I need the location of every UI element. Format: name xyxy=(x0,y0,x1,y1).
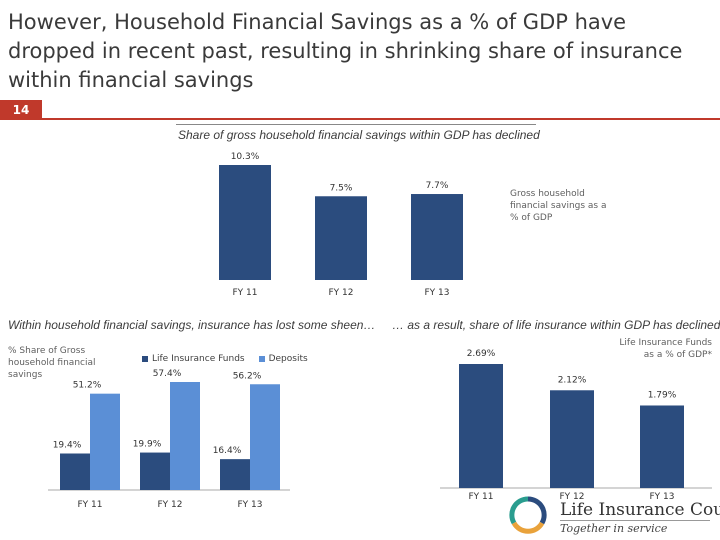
data-label-life-insurance-funds-fy-13: 16.4% xyxy=(213,446,242,456)
data-label-gdp-fy-11: 10.3% xyxy=(231,152,260,162)
bar-gdp-fy-11 xyxy=(219,165,271,280)
legend-swatch-deposits xyxy=(258,356,265,362)
bar-deposits-fy-12 xyxy=(170,382,200,490)
x-tick-gdp-fy-11: FY 11 xyxy=(233,288,258,298)
chart2-legend: Life Insurance Funds Deposits xyxy=(142,354,308,364)
bar-gdp-fy-12 xyxy=(315,196,367,280)
bar-deposits-fy-13 xyxy=(250,384,280,490)
slide-title: However, Household Financial Savings as … xyxy=(8,10,683,92)
data-label-gdp-fy-13: 7.7% xyxy=(426,181,449,191)
chart3-legend-note: Life Insurance Funds as a % of GDP* xyxy=(619,338,712,360)
data-label-life-insurance-funds-fy-12: 19.9% xyxy=(133,440,162,450)
bar-life-insurance-funds-fy-11 xyxy=(60,453,90,490)
legend-label-deposits: Deposits xyxy=(268,354,308,364)
brand-rule xyxy=(560,520,710,521)
bar-life-gdp-fy-13 xyxy=(640,405,684,488)
data-label-deposits-fy-13: 56.2% xyxy=(233,371,262,381)
lic-logo-icon xyxy=(509,496,547,534)
bar-deposits-fy-11 xyxy=(90,393,120,490)
bar-life-gdp-fy-12 xyxy=(550,390,594,488)
legend-swatch-life xyxy=(142,356,148,362)
brand-tagline: Together in service xyxy=(560,522,668,535)
chart2-ylabel: % Share of Gross household financial sav… xyxy=(8,346,96,380)
x-tick-life-gdp-fy-12: FY 12 xyxy=(560,492,585,502)
title-divider xyxy=(42,118,720,120)
x-tick-share-fy-12: FY 12 xyxy=(158,500,183,510)
bar-life-insurance-funds-fy-12 xyxy=(140,452,170,490)
x-tick-share-fy-11: FY 11 xyxy=(78,500,103,510)
slide-number: 14 xyxy=(0,100,42,120)
data-label-life-gdp-fy-11: 2.69% xyxy=(467,349,496,359)
chart1-title: Share of gross household financial savin… xyxy=(178,128,540,142)
legend-label-life: Life Insurance Funds xyxy=(152,354,245,364)
data-label-life-gdp-fy-13: 1.79% xyxy=(648,390,677,400)
bar-gdp-fy-13 xyxy=(411,194,463,280)
data-label-life-gdp-fy-12: 2.12% xyxy=(558,375,587,385)
x-tick-gdp-fy-12: FY 12 xyxy=(329,288,354,298)
chart2-title: Within household financial savings, insu… xyxy=(8,318,376,332)
data-label-gdp-fy-12: 7.5% xyxy=(330,183,353,193)
chart1-legend-note: Gross household financial savings as a %… xyxy=(510,189,607,223)
x-tick-life-gdp-fy-13: FY 13 xyxy=(650,492,675,502)
x-tick-gdp-fy-13: FY 13 xyxy=(425,288,450,298)
chart1-title-rule xyxy=(176,124,536,125)
data-label-life-insurance-funds-fy-11: 19.4% xyxy=(53,440,82,450)
brand-name: Life Insurance Council xyxy=(560,500,720,520)
x-tick-share-fy-13: FY 13 xyxy=(238,500,263,510)
bar-life-insurance-funds-fy-13 xyxy=(220,459,250,490)
bar-life-gdp-fy-11 xyxy=(459,364,503,488)
data-label-deposits-fy-11: 51.2% xyxy=(73,381,102,391)
data-label-deposits-fy-12: 57.4% xyxy=(153,369,182,379)
x-tick-life-gdp-fy-11: FY 11 xyxy=(469,492,494,502)
chart3-title: … as a result, share of life insurance w… xyxy=(392,318,720,332)
